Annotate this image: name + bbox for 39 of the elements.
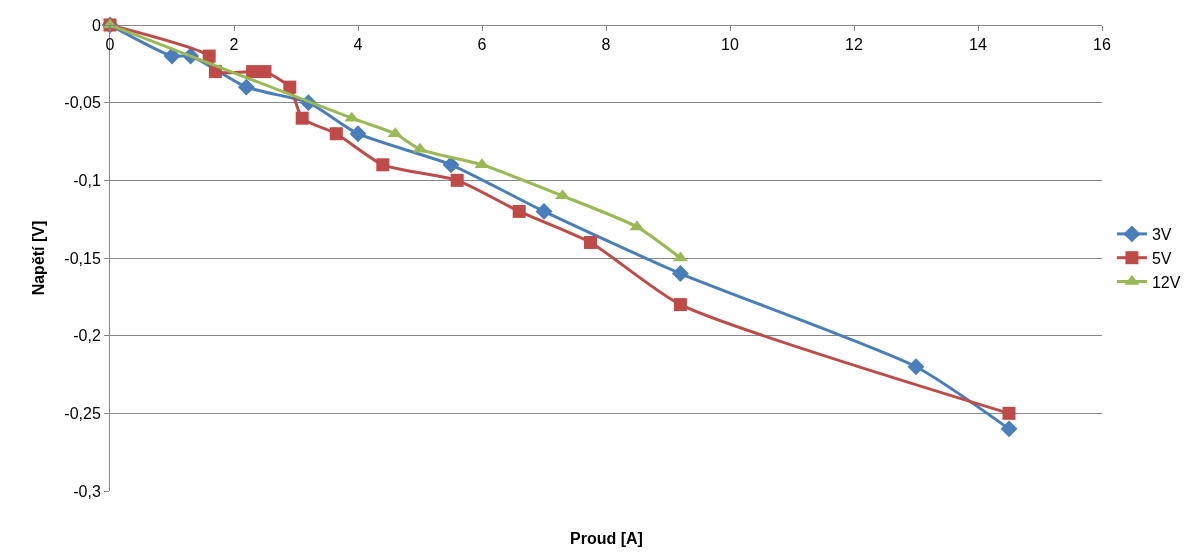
- x-tick-label: 8: [601, 36, 611, 54]
- point: [673, 298, 687, 312]
- point: [376, 158, 390, 172]
- point: [329, 127, 343, 141]
- point: [442, 156, 460, 174]
- x-tick-label: 6: [477, 36, 487, 54]
- point: [237, 78, 255, 96]
- point: [258, 65, 272, 79]
- y-tick-label: -0,15: [64, 249, 101, 267]
- point: [512, 204, 526, 218]
- point: [349, 125, 367, 143]
- legend-label: 12V: [1151, 273, 1181, 291]
- point: [246, 65, 260, 79]
- point: [535, 202, 553, 220]
- point: [907, 358, 925, 376]
- x-tick-label: 2: [229, 36, 239, 54]
- x-tick-label: 16: [1093, 36, 1111, 54]
- point: [163, 47, 181, 65]
- x-tick-label: 14: [969, 36, 987, 54]
- point: [1000, 420, 1018, 438]
- x-axis-title: Proud [A]: [570, 530, 643, 547]
- x-tick-label: 0: [105, 36, 115, 54]
- x-tick-label: 4: [353, 36, 363, 54]
- legend-label: 5V: [1151, 249, 1172, 267]
- point: [295, 111, 309, 125]
- point: [1002, 406, 1016, 420]
- point: [671, 265, 689, 282]
- y-tick-label: -0,1: [73, 171, 101, 189]
- x-tick-label: 12: [845, 36, 863, 54]
- y-tick-label: -0,2: [73, 327, 101, 345]
- point: [584, 235, 597, 249]
- x-tick-label: 10: [721, 36, 739, 54]
- y-tick-label: -0,05: [64, 94, 101, 112]
- y-tick-label: 0: [91, 16, 101, 34]
- legend-label: 3V: [1151, 226, 1172, 244]
- y-tick-label: -0,3: [73, 482, 101, 500]
- y-axis-title: Napětí [V]: [30, 220, 48, 296]
- y-tick-label: -0,25: [64, 404, 101, 422]
- point: [450, 173, 464, 187]
